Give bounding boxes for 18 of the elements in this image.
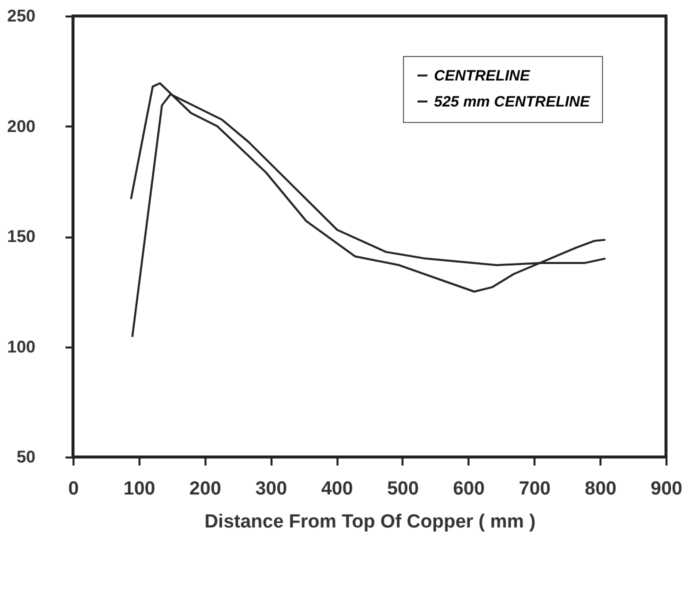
x-tick-label: 200 [189,478,222,500]
y-tick-label: 250 [7,6,36,26]
x-tick-label: 700 [518,478,551,500]
x-axis-title: Distance From Top Of Copper ( mm ) [204,512,536,532]
y-tick-label: 50 [16,448,36,466]
x-tick-label: 100 [124,478,156,500]
y-tick-label: 200 [7,116,36,136]
x-tick-label: 900 [650,478,682,500]
legend-label: 525 mm CENTRELINE [434,94,591,110]
x-tick-label: 300 [255,478,288,500]
legend-label: CENTRELINE [434,68,531,84]
y-tick-label: 150 [7,227,36,246]
x-tick-label: 400 [321,478,353,500]
y-tick-label: 100 [7,337,36,356]
x-tick-label: 600 [452,478,485,500]
x-tick-label: 500 [387,478,419,500]
x-tick-label: 0 [68,478,79,500]
x-tick-label: 800 [584,478,616,500]
